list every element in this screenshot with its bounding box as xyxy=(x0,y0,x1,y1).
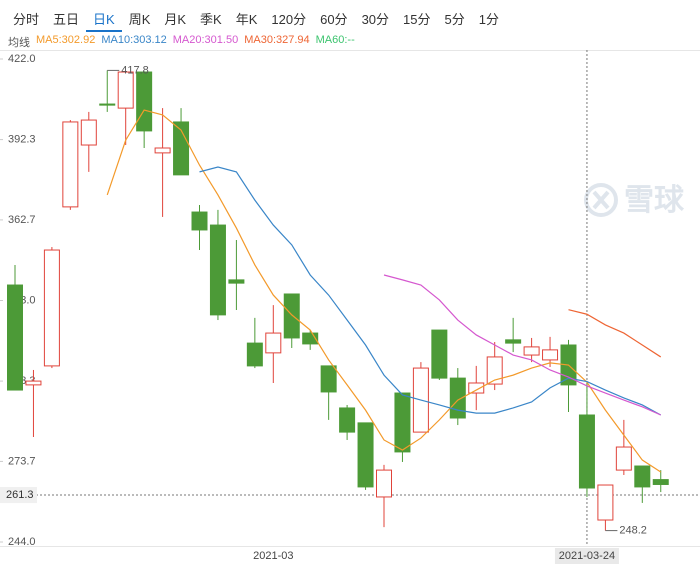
ma-line xyxy=(106,109,662,473)
x-tick-label: 2021-03-24 xyxy=(559,550,615,562)
candle-body xyxy=(302,332,319,345)
candle-body xyxy=(136,71,153,132)
candle-body xyxy=(320,365,337,393)
legend-entry: MA5:302.92 xyxy=(36,34,96,46)
y-tick-label: 273.7 xyxy=(8,455,36,467)
period-tabs: 分时 五日 日K 周K 月K 季K 年K 120分 60分 30分 15分 5分 1分 xyxy=(6,10,506,32)
candle-body xyxy=(357,422,374,488)
candle-body xyxy=(652,479,669,485)
x-tick-label: 2021-03 xyxy=(253,550,293,562)
period-tab[interactable]: 60分 xyxy=(320,12,348,27)
legend-entry: MA20:301.50 xyxy=(172,34,239,46)
ma-line xyxy=(568,309,662,358)
period-tab[interactable]: 季K xyxy=(200,12,222,27)
period-tab[interactable]: 120分 xyxy=(271,12,307,27)
ma-line xyxy=(383,274,661,416)
period-tab[interactable]: 五日 xyxy=(53,12,80,27)
candle-body xyxy=(431,329,448,379)
candle-body xyxy=(265,332,282,354)
ma-legend: 均线 MA5:302.92 MA10:303.12 MA20:301.50 MA30:3… xyxy=(8,34,355,50)
candle-body xyxy=(173,121,190,176)
legend-entry: MA60:-- xyxy=(315,34,355,46)
period-tab[interactable]: 月K xyxy=(164,12,187,27)
y-tick-label: 392.3 xyxy=(8,133,36,145)
y-tick-label: 362.7 xyxy=(8,214,36,226)
crosshair-date-box xyxy=(554,548,619,564)
candle-body xyxy=(99,103,116,106)
candle-body xyxy=(246,342,263,367)
period-tab[interactable]: 15分 xyxy=(403,12,431,27)
candle-body xyxy=(117,71,134,109)
period-tab[interactable]: 日K xyxy=(86,10,122,32)
candle-body xyxy=(468,382,485,394)
candle-body xyxy=(43,249,60,367)
period-tab[interactable]: 5分 xyxy=(444,12,465,27)
candle-body xyxy=(597,484,614,521)
candle-body xyxy=(578,414,595,489)
candle-body xyxy=(523,346,540,356)
crosshair-value: 261.3 xyxy=(6,489,34,501)
ma-line xyxy=(199,166,662,416)
candle-body xyxy=(449,377,466,419)
candle-body xyxy=(25,380,42,386)
candle-body xyxy=(209,224,226,316)
candle-body xyxy=(154,147,171,154)
low-label: 248.2 xyxy=(619,525,647,537)
watermark: 雪球 xyxy=(584,183,685,217)
candle-body xyxy=(339,407,356,433)
candle-body xyxy=(228,279,245,284)
high-label: 417.8 xyxy=(121,64,149,76)
candle-body xyxy=(7,284,23,391)
ma-label: 均线 xyxy=(8,37,30,49)
period-tab[interactable]: 1分 xyxy=(478,12,499,27)
y-tick-label: 244.0 xyxy=(8,536,36,548)
candle-body xyxy=(283,293,300,339)
candle-body xyxy=(505,339,522,344)
candle-body xyxy=(80,119,97,146)
candle-body xyxy=(376,469,392,498)
candle-body xyxy=(191,211,208,231)
candle-body xyxy=(62,121,79,208)
y-tick-label: 422.0 xyxy=(8,53,36,65)
candle-body xyxy=(634,465,651,488)
candle-body xyxy=(394,392,411,453)
period-tab[interactable]: 30分 xyxy=(361,12,390,27)
period-tab[interactable]: 年K xyxy=(235,12,258,27)
period-tab[interactable]: 分时 xyxy=(13,12,40,27)
watermark-text: 雪球 xyxy=(624,184,685,217)
legend-entry: MA10:303.12 xyxy=(101,34,167,46)
period-tab[interactable]: 周K xyxy=(128,12,151,27)
candle-body xyxy=(615,446,632,471)
crosshair-value-box xyxy=(0,487,37,504)
legend-entry: MA30:327.94 xyxy=(244,34,310,46)
candle-body xyxy=(486,356,503,385)
candle-body xyxy=(542,349,559,361)
